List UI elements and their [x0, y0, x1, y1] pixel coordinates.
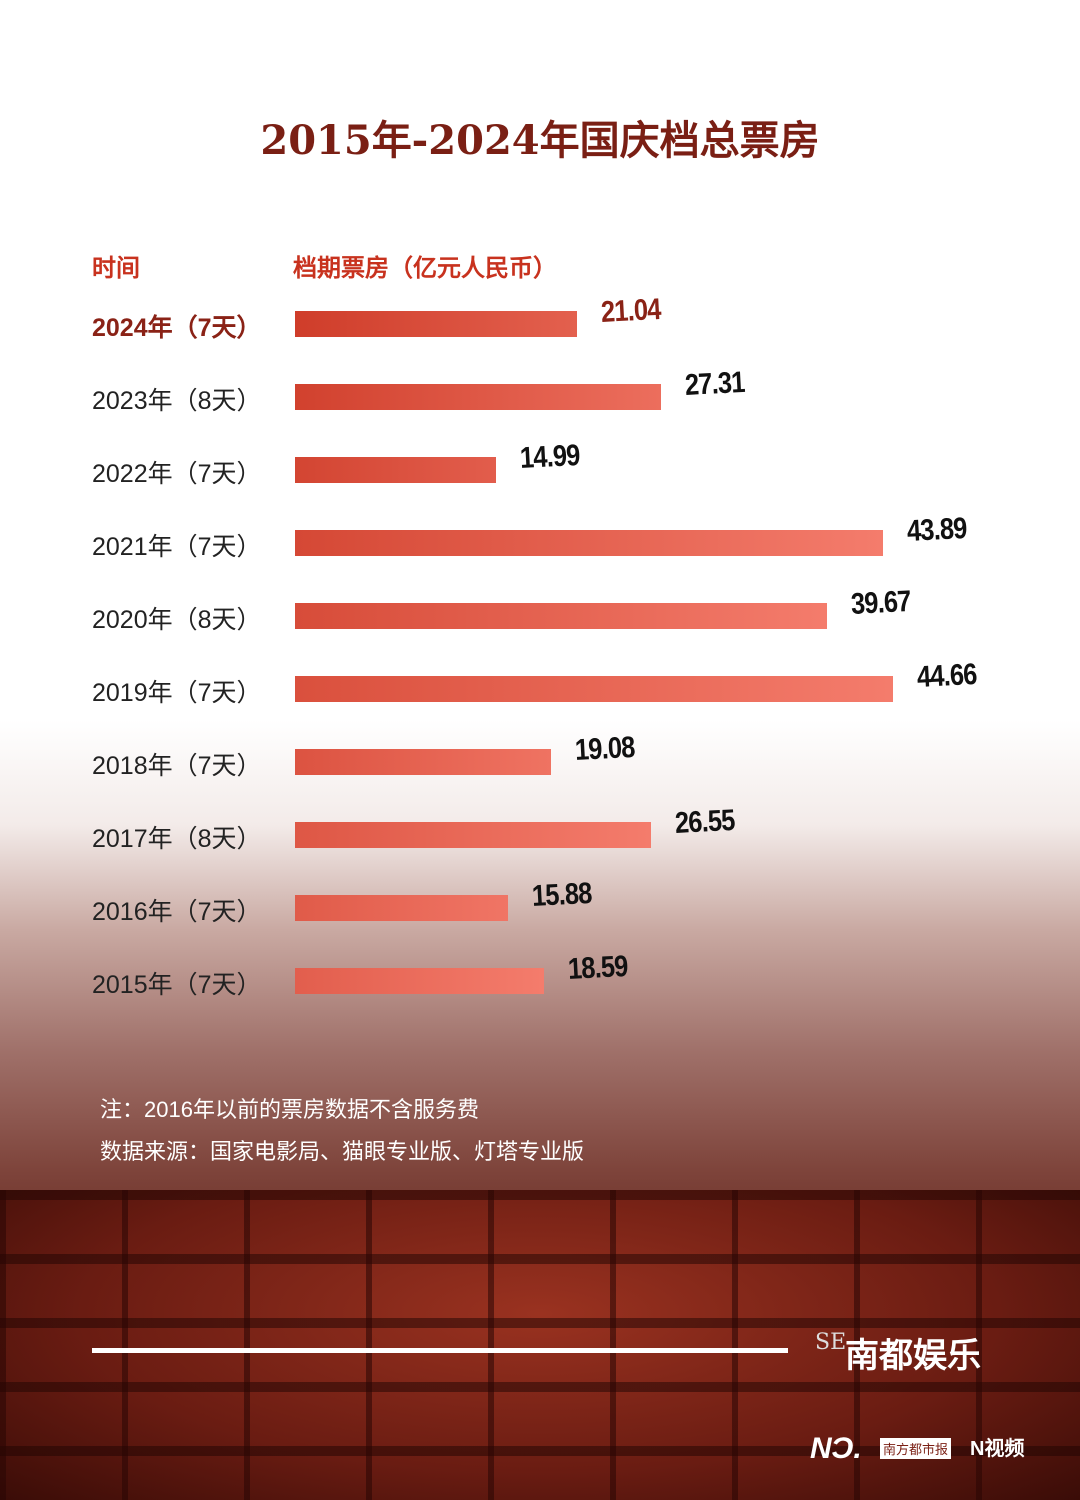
bar [295, 676, 894, 702]
category-label: 2017年（8天） [92, 825, 262, 853]
value-label: 19.08 [573, 730, 635, 767]
se-logo: SE [815, 1330, 847, 1355]
value-label: 26.55 [673, 803, 736, 840]
bar [295, 384, 661, 410]
brand-name: 南都娱乐 [845, 1337, 981, 1375]
y-axis-header: 时间 [92, 255, 140, 282]
bar-row: 2021年（7天） 43.89 [0, 512, 1080, 563]
value-label: 39.67 [849, 584, 911, 621]
bar-row: 2022年（7天） 14.99 [0, 439, 1080, 490]
bar-row: 2018年（7天） 19.08 [0, 731, 1080, 782]
bar [295, 603, 827, 629]
bar-row: 2023年（8天） 27.31 [0, 366, 1080, 417]
chart-title: 2015年-2024年国庆档总票房 [260, 117, 820, 164]
category-label: 2021年（7天） [92, 533, 262, 561]
category-label: 2023年（8天） [92, 387, 262, 415]
bar-row: 2016年（7天） 15.88 [0, 877, 1080, 928]
bar-row: 2024年（7天） 21.04 [0, 293, 1080, 344]
nd-logo: NƆ. [810, 1432, 862, 1465]
bar [295, 968, 545, 994]
category-label: 2020年（8天） [92, 606, 262, 634]
value-label: 27.31 [684, 365, 746, 402]
bar [295, 311, 577, 337]
category-label: 2018年（7天） [92, 752, 262, 780]
bar [295, 530, 884, 556]
bar-row: 2015年（7天） 18.59 [0, 950, 1080, 1001]
value-label: 43.89 [906, 511, 968, 548]
bar [295, 457, 496, 483]
value-label: 14.99 [518, 438, 581, 475]
divider [92, 1348, 788, 1353]
bar [295, 895, 508, 921]
value-label: 15.88 [530, 876, 593, 913]
source-text: 数据来源：国家电影局、猫眼专业版、灯塔专业版 [100, 1139, 585, 1164]
note-text: 注：2016年以前的票房数据不含服务费 [100, 1097, 479, 1122]
bar-row: 2019年（7天） 44.66 [0, 658, 1080, 709]
category-label: 2024年（7天） [92, 314, 262, 342]
bar [295, 749, 551, 775]
value-label: 44.66 [916, 657, 978, 694]
value-label: 21.04 [600, 292, 662, 329]
newspaper-logo: 南方都市报 [880, 1438, 952, 1459]
category-label: 2015年（7天） [92, 971, 262, 999]
bar [295, 822, 651, 848]
nvideo-logo: N视频 [970, 1438, 1025, 1460]
category-label: 2016年（7天） [92, 898, 262, 926]
x-axis-header: 档期票房（亿元人民币） [293, 255, 557, 282]
bar-row: 2017年（8天） 26.55 [0, 804, 1080, 855]
category-label: 2019年（7天） [92, 679, 262, 707]
category-label: 2022年（7天） [92, 460, 262, 488]
bar-row: 2020年（8天） 39.67 [0, 585, 1080, 636]
value-label: 18.59 [567, 949, 629, 986]
